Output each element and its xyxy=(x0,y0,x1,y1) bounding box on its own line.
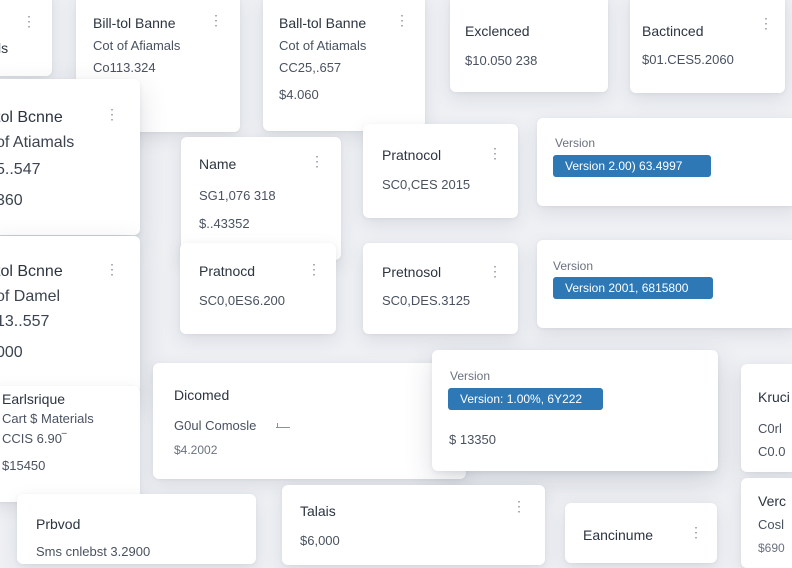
record-card[interactable]: Pratnocd ⋮ SC0,0ES6.200 xyxy=(180,243,336,334)
version-badge[interactable]: Version: 1.00%, 6Y222 xyxy=(448,388,603,410)
record-card[interactable]: Pretnosol ⋮ SC0,DES.3125 xyxy=(363,243,518,334)
more-options-icon[interactable]: ⋮ xyxy=(307,261,321,277)
card-price: $690 xyxy=(758,541,785,555)
version-card[interactable]: Version Version 2.00) 63.4997 xyxy=(537,118,792,206)
record-card[interactable]: Verc Cosl $690 xyxy=(741,478,792,568)
card-title: Ball-tol Banne xyxy=(279,15,367,31)
record-card[interactable]: Ball-tol Banne ⋮ Cot of Atiamals CC25,.6… xyxy=(263,0,425,131)
record-card[interactable]: ls ⋮ xyxy=(0,0,52,76)
record-card[interactable]: Bactinced ⋮ $01.CES5.2060 xyxy=(630,0,785,93)
card-line: 13..557 xyxy=(0,313,50,330)
return-arrow-icon xyxy=(276,423,290,429)
card-title: tol Bcnne xyxy=(0,109,63,126)
card-line: $01.CES5.2060 xyxy=(642,52,734,67)
card-line: SC0,0ES6.200 xyxy=(199,293,286,308)
record-card[interactable]: Name ⋮ SG1,076 318 $..43352 xyxy=(181,137,341,260)
card-line: Cot of Atiamals xyxy=(279,38,367,53)
more-options-icon[interactable]: ⋮ xyxy=(105,261,119,277)
card-price: $15450 xyxy=(2,458,46,473)
card-line: of Atiamals xyxy=(0,134,75,151)
more-options-icon[interactable]: ⋮ xyxy=(512,498,526,514)
card-line: $4.2002 xyxy=(174,443,218,457)
record-card[interactable]: Exclenced $10.050 238 xyxy=(450,0,608,92)
card-line: of Damel xyxy=(0,288,61,305)
more-options-icon[interactable]: ⋮ xyxy=(488,145,502,161)
card-line: $..43352 xyxy=(199,216,250,231)
card-line: $6,000 xyxy=(300,533,340,548)
card-title: ls xyxy=(0,40,9,56)
more-options-icon[interactable]: ⋮ xyxy=(689,524,703,540)
more-options-icon[interactable]: ⋮ xyxy=(759,15,773,31)
version-label: Version xyxy=(450,369,491,383)
card-line: G0ul Comosle xyxy=(174,418,257,433)
more-options-icon[interactable]: ⋮ xyxy=(488,263,502,279)
more-options-icon[interactable]: ⋮ xyxy=(310,153,324,169)
card-line: Sms cnlebst 3.2900 xyxy=(36,544,151,559)
more-options-icon[interactable]: ⋮ xyxy=(22,13,36,29)
card-title: Bactinced xyxy=(642,23,704,39)
card-line: SG1,076 318 xyxy=(199,188,276,203)
record-card[interactable]: Kruci C0rl C0.0 xyxy=(741,364,792,472)
card-title: Kruci xyxy=(758,389,790,405)
card-title: Talais xyxy=(300,503,336,519)
card-title: Name xyxy=(199,156,237,172)
card-title: Prbvod xyxy=(36,516,81,532)
card-title: Earlsrique xyxy=(2,391,66,407)
record-card[interactable]: tol Bcnne ⋮ of Damel 13..557 000 xyxy=(0,236,140,394)
card-title: tol Bcnne xyxy=(0,263,63,280)
record-card[interactable]: Talais ⋮ $6,000 xyxy=(282,485,545,565)
version-card[interactable]: Version Version 2001, 6815800 xyxy=(537,240,792,328)
card-line: C0rl xyxy=(758,421,782,436)
record-card[interactable]: Dicomed G0ul Comosle $4.2002 xyxy=(153,363,466,479)
card-title: Verc xyxy=(758,493,787,509)
card-line: SC0,CES 2015 xyxy=(382,177,471,192)
more-options-icon[interactable]: ⋮ xyxy=(105,106,119,122)
version-card[interactable]: Version Version: 1.00%, 6Y222 $ 13350 xyxy=(432,350,718,471)
card-line: 360 xyxy=(0,192,23,209)
version-badge[interactable]: Version 2001, 6815800 xyxy=(553,277,713,299)
version-badge[interactable]: Version 2.00) 63.4997 xyxy=(553,155,711,177)
card-line: CCIS 6.90‾ xyxy=(2,431,67,446)
card-line: C0.0 xyxy=(758,444,786,459)
card-line: SC0,DES.3125 xyxy=(382,293,471,308)
card-title: Exclenced xyxy=(465,23,530,39)
card-line: Co113.324 xyxy=(93,60,156,75)
card-line: 5..547 xyxy=(0,161,41,178)
more-options-icon[interactable]: ⋮ xyxy=(395,12,409,28)
card-title: Pratnocol xyxy=(382,147,442,163)
card-line: Cosl xyxy=(758,517,785,532)
card-line: Cart $ Materials xyxy=(2,411,94,426)
card-line: CC25,.657 xyxy=(279,60,342,75)
card-line: $10.050 238 xyxy=(465,53,538,68)
card-price: $4.060 xyxy=(279,87,319,102)
card-line: Cot of Afiamals xyxy=(93,38,181,53)
record-card[interactable]: tol Bcnne ⋮ of Atiamals 5..547 360 xyxy=(0,79,140,235)
record-card[interactable]: Prbvod Sms cnlebst 3.2900 xyxy=(17,494,256,564)
card-title: Pretnosol xyxy=(382,264,442,280)
card-title: Dicomed xyxy=(174,387,230,403)
record-card[interactable]: Eancinume ⋮ xyxy=(565,503,717,563)
card-title: Pratnocd xyxy=(199,263,256,279)
card-title: Bill-tol Banne xyxy=(93,15,176,31)
more-options-icon[interactable]: ⋮ xyxy=(209,12,223,28)
card-title: Eancinume xyxy=(583,527,654,543)
card-line: 000 xyxy=(0,344,23,361)
version-label: Version xyxy=(553,259,594,273)
card-price: $ 13350 xyxy=(449,432,496,447)
record-card[interactable]: Earlsrique Cart $ Materials CCIS 6.90‾ $… xyxy=(0,386,140,502)
version-label: Version xyxy=(555,136,596,150)
record-card[interactable]: Pratnocol ⋮ SC0,CES 2015 xyxy=(363,124,518,218)
